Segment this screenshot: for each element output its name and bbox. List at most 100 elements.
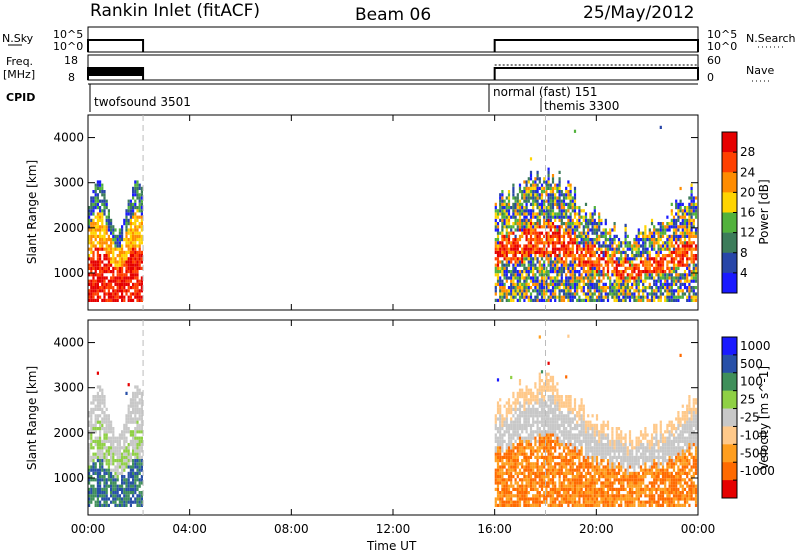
data-cell bbox=[116, 465, 119, 469]
data-cell bbox=[134, 471, 137, 475]
data-cell bbox=[512, 430, 515, 434]
data-cell bbox=[560, 247, 563, 251]
data-cell bbox=[670, 282, 673, 286]
data-cell bbox=[551, 215, 555, 219]
data-cell bbox=[551, 234, 555, 238]
data-cell bbox=[129, 414, 132, 418]
data-cell bbox=[622, 289, 625, 293]
data-cell bbox=[604, 238, 607, 242]
data-cell bbox=[94, 292, 97, 296]
data-cell bbox=[606, 257, 610, 261]
data-cell bbox=[600, 270, 603, 274]
data-cell bbox=[114, 436, 117, 440]
data-cell bbox=[576, 276, 579, 280]
y-tick-label: 4000 bbox=[53, 131, 84, 145]
data-cell bbox=[90, 295, 93, 299]
data-cell bbox=[534, 266, 537, 270]
data-cell bbox=[123, 478, 126, 482]
data-cell bbox=[573, 190, 577, 194]
data-cell bbox=[136, 193, 139, 197]
data-cell bbox=[558, 292, 561, 296]
data-cell bbox=[121, 257, 124, 261]
data-cell bbox=[694, 209, 698, 213]
data-cell bbox=[96, 449, 99, 453]
data-cell bbox=[94, 439, 97, 443]
data-cell bbox=[686, 286, 689, 290]
data-cell bbox=[547, 427, 550, 431]
data-cell bbox=[105, 446, 108, 450]
data-cell bbox=[505, 270, 508, 274]
data-cell bbox=[518, 298, 522, 302]
data-cell bbox=[501, 279, 504, 283]
data-cell bbox=[584, 222, 588, 226]
data-cell bbox=[499, 202, 502, 206]
data-cell bbox=[677, 206, 680, 210]
data-cell bbox=[628, 279, 632, 283]
data-cell bbox=[494, 247, 497, 251]
data-cell bbox=[686, 276, 689, 280]
data-cell bbox=[571, 206, 574, 210]
data-cell bbox=[545, 449, 548, 453]
data-cell bbox=[116, 273, 119, 277]
data-cell bbox=[532, 279, 535, 283]
data-cell bbox=[516, 446, 519, 450]
data-cell bbox=[118, 282, 121, 286]
data-cell bbox=[101, 199, 104, 203]
data-cell bbox=[521, 439, 524, 443]
data-cell bbox=[136, 295, 139, 299]
data-cell bbox=[659, 282, 662, 286]
data-cell bbox=[540, 414, 544, 418]
data-cell bbox=[554, 471, 557, 475]
data-cell bbox=[529, 266, 533, 270]
data-cell bbox=[692, 234, 695, 238]
data-cell bbox=[580, 449, 583, 453]
data-cell bbox=[551, 478, 555, 482]
data-cell bbox=[501, 446, 504, 450]
data-cell bbox=[518, 417, 522, 421]
data-cell bbox=[107, 452, 110, 456]
data-cell bbox=[107, 212, 110, 216]
data-cell bbox=[103, 276, 106, 280]
data-cell bbox=[554, 212, 557, 216]
data-cell bbox=[507, 286, 511, 290]
data-cell bbox=[134, 443, 137, 447]
data-cell bbox=[554, 215, 557, 219]
data-cell bbox=[503, 222, 506, 226]
data-cell bbox=[593, 487, 596, 491]
data-cell bbox=[556, 286, 559, 290]
data-cell bbox=[560, 276, 563, 280]
data-cell bbox=[589, 244, 592, 248]
data-cell bbox=[92, 212, 95, 216]
data-cell bbox=[525, 503, 528, 507]
data-cell bbox=[567, 395, 570, 399]
y-tick-label: 1000 bbox=[53, 266, 84, 280]
data-cell bbox=[565, 395, 568, 399]
data-cell bbox=[681, 209, 684, 213]
data-cell bbox=[516, 260, 519, 264]
data-cell bbox=[534, 196, 537, 200]
data-cell bbox=[92, 398, 95, 402]
data-cell bbox=[132, 500, 135, 504]
data-cell bbox=[543, 263, 546, 267]
data-cell bbox=[545, 423, 548, 427]
data-cell bbox=[125, 212, 128, 216]
data-cell bbox=[518, 414, 522, 418]
data-cell bbox=[134, 391, 137, 395]
data-cell bbox=[90, 234, 93, 238]
data-cell bbox=[532, 471, 535, 475]
data-cell bbox=[94, 215, 97, 219]
data-cell bbox=[136, 263, 139, 267]
data-cell bbox=[571, 494, 574, 498]
data-cell bbox=[582, 484, 585, 488]
data-cell bbox=[584, 475, 588, 479]
data-cell bbox=[679, 276, 682, 280]
data-cell bbox=[505, 449, 508, 453]
data-cell bbox=[118, 260, 121, 264]
data-cell bbox=[551, 295, 555, 299]
data-cell bbox=[527, 276, 530, 280]
data-cell bbox=[127, 263, 130, 267]
data-cell bbox=[565, 484, 568, 488]
data-cell bbox=[92, 295, 95, 299]
data-cell bbox=[96, 276, 99, 280]
data-cell bbox=[540, 238, 544, 242]
